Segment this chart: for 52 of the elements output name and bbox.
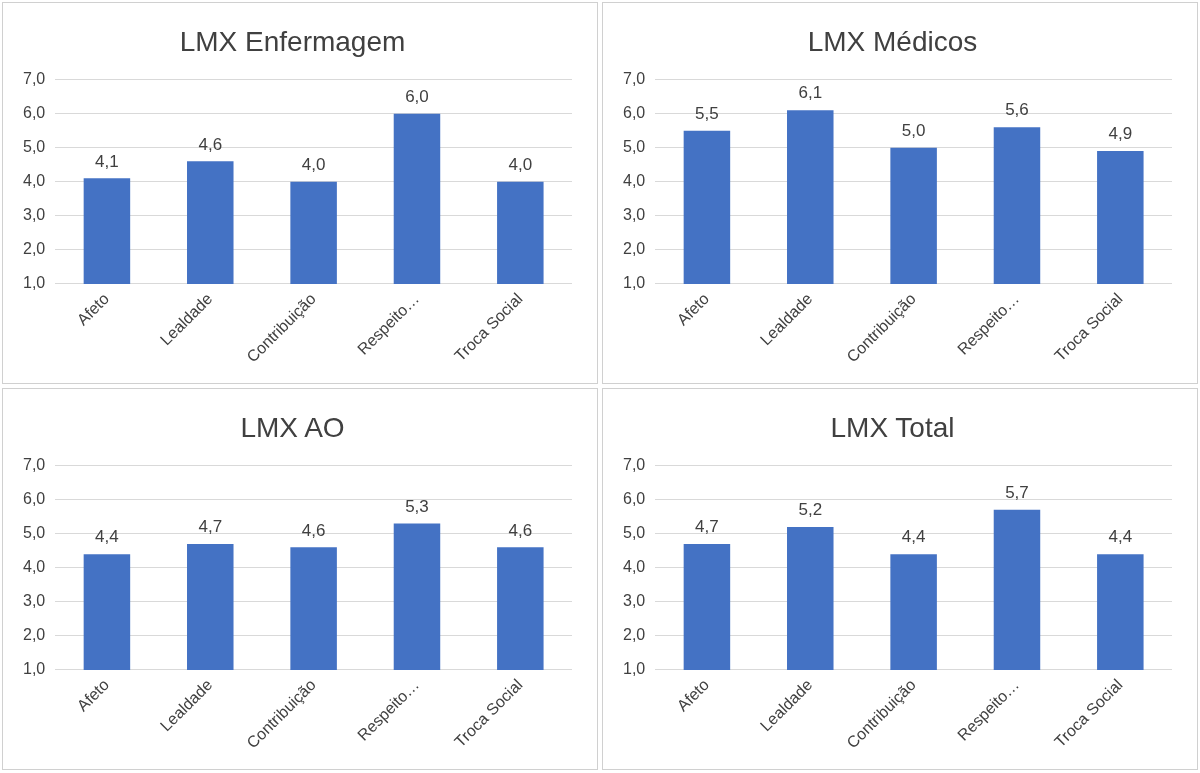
data-label: 5,0 xyxy=(901,120,926,140)
data-label: 5,7 xyxy=(1005,483,1029,503)
y-tick-label: 5,0 xyxy=(622,138,646,156)
y-tick-label: 3,0 xyxy=(22,592,46,610)
y-tick-label: 3,0 xyxy=(622,206,646,224)
y-tick-label: 3,0 xyxy=(622,592,646,610)
data-label: 4,6 xyxy=(301,520,326,540)
y-tick-label: 3,0 xyxy=(22,206,46,224)
y-tick-label: 4,0 xyxy=(622,172,646,190)
data-label: 6,1 xyxy=(798,83,823,103)
data-label: 5,3 xyxy=(405,496,429,516)
chart-title: LMX Médicos xyxy=(807,25,978,57)
y-tick-label: 7,0 xyxy=(622,70,646,88)
y-tick-label: 4,0 xyxy=(22,172,46,190)
y-tick-label: 7,0 xyxy=(22,70,46,88)
y-tick-label: 6,0 xyxy=(622,490,646,508)
data-label: 4,0 xyxy=(508,154,533,174)
y-tick-label: 4,0 xyxy=(22,558,46,576)
y-tick-label: 2,0 xyxy=(22,626,46,644)
y-tick-label: 2,0 xyxy=(622,626,646,644)
y-tick-label: 1,0 xyxy=(22,660,46,678)
chart-title: LMX Enfermagem xyxy=(179,25,406,57)
y-tick-label: 6,0 xyxy=(22,490,46,508)
data-label: 4,7 xyxy=(198,517,223,537)
y-tick-label: 5,0 xyxy=(22,138,46,156)
y-tick-label: 1,0 xyxy=(622,660,646,678)
y-tick-label: 6,0 xyxy=(622,104,646,122)
data-label: 4,0 xyxy=(301,154,326,174)
data-label: 4,6 xyxy=(198,134,223,154)
data-label: 4,1 xyxy=(95,151,119,171)
data-label: 4,4 xyxy=(901,527,926,547)
data-label: 4,9 xyxy=(1108,124,1133,144)
y-tick-label: 2,0 xyxy=(22,240,46,258)
data-label: 5,5 xyxy=(695,103,719,123)
y-tick-label: 5,0 xyxy=(622,524,646,542)
data-label: 4,4 xyxy=(1108,527,1133,547)
data-label: 5,6 xyxy=(1005,100,1029,120)
y-tick-label: 7,0 xyxy=(622,456,646,474)
chart-title: LMX Total xyxy=(830,411,955,443)
chart-title: LMX AO xyxy=(240,411,345,443)
y-tick-label: 5,0 xyxy=(22,524,46,542)
y-tick-label: 1,0 xyxy=(22,274,46,292)
y-tick-label: 4,0 xyxy=(622,558,646,576)
y-tick-label: 7,0 xyxy=(22,456,46,474)
y-tick-label: 1,0 xyxy=(622,274,646,292)
data-label: 6,0 xyxy=(405,86,429,106)
data-label: 4,7 xyxy=(695,517,719,537)
y-tick-label: 6,0 xyxy=(22,104,46,122)
y-tick-label: 2,0 xyxy=(622,240,646,258)
data-label: 5,2 xyxy=(798,500,823,520)
data-label: 4,6 xyxy=(508,520,533,540)
data-label: 4,4 xyxy=(95,527,119,547)
